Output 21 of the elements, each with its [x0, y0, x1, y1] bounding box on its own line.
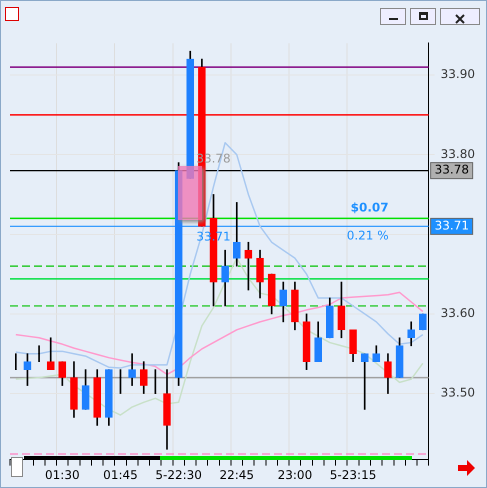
x-tick-label: 01:30 [45, 468, 80, 482]
y-tick-label: 33.90 [440, 67, 476, 82]
annotation: $0.07 [350, 200, 389, 214]
annotation: 0.21 % [346, 228, 389, 242]
x-tick-label: 5-22:30 [155, 468, 202, 482]
text: 33.78 [434, 162, 470, 177]
y-tick-label: 33.80 [440, 146, 476, 161]
candlestick [70, 361, 78, 418]
candlestick [24, 353, 32, 386]
candlestick [302, 314, 310, 370]
text: 33.71 [434, 218, 470, 232]
candlestick [163, 369, 171, 450]
candlestick [338, 282, 346, 338]
x-tick-label: 01:45 [103, 468, 138, 482]
candlestick [256, 250, 264, 298]
x-tick-label: 23:00 [278, 468, 312, 482]
y-tick-label: 33.60 [440, 306, 476, 320]
x-tick-label: 5-23:15 [330, 468, 376, 482]
candlestick [384, 353, 392, 394]
y-tick-label: 33.50 [440, 386, 476, 400]
x-tick-label: 22:45 [219, 468, 254, 482]
